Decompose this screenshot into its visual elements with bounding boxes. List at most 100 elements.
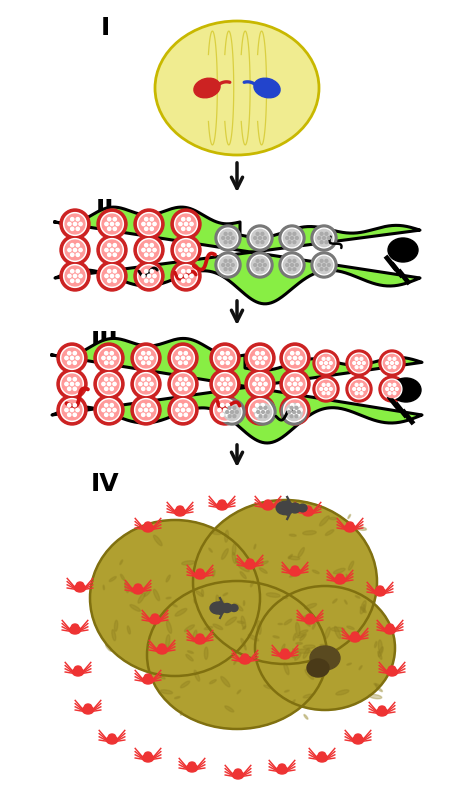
- Circle shape: [150, 383, 153, 386]
- Circle shape: [259, 236, 262, 239]
- Circle shape: [110, 388, 113, 391]
- Circle shape: [73, 361, 76, 365]
- Circle shape: [290, 415, 293, 417]
- Ellipse shape: [276, 766, 288, 774]
- Polygon shape: [52, 338, 422, 443]
- Circle shape: [261, 268, 264, 270]
- Circle shape: [174, 239, 197, 261]
- Circle shape: [110, 378, 113, 381]
- Circle shape: [105, 413, 108, 417]
- Ellipse shape: [166, 597, 171, 599]
- Ellipse shape: [221, 676, 230, 687]
- Ellipse shape: [147, 581, 327, 729]
- Polygon shape: [55, 207, 420, 304]
- Circle shape: [150, 279, 154, 282]
- Ellipse shape: [223, 593, 228, 595]
- Circle shape: [190, 248, 193, 252]
- Circle shape: [262, 411, 264, 413]
- Circle shape: [318, 264, 320, 266]
- Circle shape: [291, 388, 294, 391]
- Ellipse shape: [112, 629, 116, 641]
- Circle shape: [329, 362, 332, 364]
- Circle shape: [224, 260, 227, 262]
- Circle shape: [65, 409, 68, 412]
- Ellipse shape: [278, 764, 286, 769]
- Ellipse shape: [304, 506, 311, 511]
- Ellipse shape: [69, 626, 81, 634]
- Circle shape: [137, 265, 160, 287]
- Ellipse shape: [377, 688, 383, 692]
- Circle shape: [79, 222, 82, 226]
- Circle shape: [325, 362, 328, 364]
- Circle shape: [147, 404, 150, 407]
- Ellipse shape: [352, 736, 364, 744]
- Circle shape: [73, 248, 77, 252]
- Ellipse shape: [386, 624, 393, 629]
- Circle shape: [73, 378, 76, 381]
- Ellipse shape: [174, 508, 186, 516]
- Text: III: III: [91, 330, 119, 354]
- Ellipse shape: [296, 622, 300, 636]
- Ellipse shape: [293, 633, 296, 641]
- Circle shape: [327, 392, 330, 395]
- Circle shape: [73, 388, 76, 391]
- Ellipse shape: [201, 589, 203, 596]
- Circle shape: [285, 400, 305, 420]
- Circle shape: [179, 248, 182, 252]
- Circle shape: [172, 399, 194, 421]
- Ellipse shape: [174, 697, 180, 699]
- Ellipse shape: [154, 535, 162, 546]
- Circle shape: [182, 409, 185, 412]
- Circle shape: [261, 388, 264, 391]
- Circle shape: [320, 362, 323, 364]
- Circle shape: [357, 388, 360, 391]
- Circle shape: [259, 415, 262, 417]
- Ellipse shape: [298, 548, 304, 557]
- Ellipse shape: [320, 645, 327, 646]
- Circle shape: [322, 366, 325, 369]
- Circle shape: [102, 383, 105, 386]
- Ellipse shape: [225, 706, 234, 712]
- Ellipse shape: [257, 621, 261, 634]
- Ellipse shape: [278, 624, 283, 625]
- Ellipse shape: [282, 650, 286, 657]
- Circle shape: [316, 353, 336, 373]
- Circle shape: [283, 346, 306, 370]
- Circle shape: [316, 379, 336, 399]
- Circle shape: [280, 369, 310, 399]
- Circle shape: [363, 388, 365, 391]
- Circle shape: [102, 409, 105, 412]
- Circle shape: [65, 240, 85, 260]
- Circle shape: [176, 409, 179, 412]
- Circle shape: [349, 379, 369, 399]
- Circle shape: [293, 268, 296, 270]
- Circle shape: [168, 343, 198, 373]
- Circle shape: [391, 362, 393, 364]
- Ellipse shape: [297, 649, 311, 654]
- Circle shape: [229, 268, 232, 270]
- Circle shape: [142, 361, 145, 365]
- Circle shape: [107, 383, 110, 386]
- Ellipse shape: [237, 690, 241, 694]
- Ellipse shape: [310, 665, 314, 676]
- Circle shape: [219, 230, 237, 247]
- Circle shape: [296, 361, 300, 365]
- Ellipse shape: [181, 681, 190, 688]
- Ellipse shape: [262, 561, 268, 565]
- Circle shape: [70, 409, 73, 412]
- Ellipse shape: [158, 644, 165, 650]
- Circle shape: [353, 362, 356, 364]
- Circle shape: [187, 383, 190, 386]
- Circle shape: [223, 356, 227, 360]
- Circle shape: [255, 413, 259, 417]
- Ellipse shape: [142, 524, 154, 532]
- Circle shape: [70, 383, 73, 386]
- Ellipse shape: [239, 656, 251, 664]
- Circle shape: [150, 253, 154, 256]
- Circle shape: [297, 411, 300, 413]
- Ellipse shape: [290, 575, 294, 577]
- Circle shape: [108, 227, 111, 231]
- Ellipse shape: [243, 626, 246, 629]
- Circle shape: [323, 264, 326, 266]
- Text: I: I: [100, 16, 109, 40]
